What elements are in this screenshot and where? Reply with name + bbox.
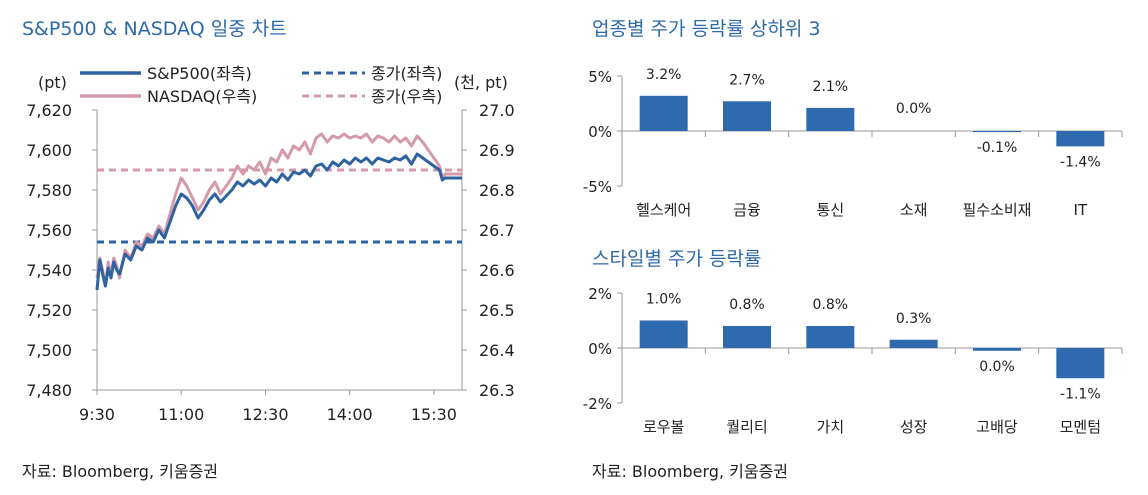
right-tick-label: 26.5 — [479, 301, 515, 320]
right-tick-label: 26.4 — [479, 341, 515, 360]
style-chart-title: 스타일별 주가 등락률 — [592, 248, 762, 270]
sector-tick-label: 0% — [588, 123, 612, 141]
left-tick-label: 7,500 — [26, 341, 72, 360]
style-bar-chart: 2% 0% -2% 1.0% 로우볼 0.8% 퀄리티 0.8% 가치 0.3% 성장 0.0% 고배당… — [583, 285, 1123, 436]
sector-category-label: 소재 — [900, 201, 928, 219]
style-tick-label: 0% — [588, 340, 612, 358]
sector-data-label: -1.4% — [1060, 154, 1101, 170]
sector-bar — [639, 95, 688, 131]
right-tick-label: 26.7 — [479, 221, 515, 240]
sector-category-label: IT — [1074, 201, 1088, 219]
left-tick-label: 7,600 — [26, 141, 72, 160]
style-category-label: 고배당 — [976, 418, 1018, 436]
style-data-label: 1.0% — [646, 292, 682, 308]
sector-category-label: 필수소비재 — [962, 201, 1031, 219]
style-bar — [973, 348, 1021, 351]
sector-bar — [806, 107, 855, 131]
style-bar — [806, 326, 855, 348]
sector-data-label: 2.1% — [813, 79, 849, 95]
right-tick-label: 27.0 — [479, 101, 515, 120]
left-tick-label: 7,540 — [26, 261, 72, 280]
style-data-label: 0.3% — [896, 311, 932, 327]
style-bar — [889, 339, 938, 348]
sector-data-label: 0.0% — [896, 101, 932, 117]
sector-bar — [723, 101, 771, 131]
sector-data-label: 2.7% — [729, 72, 765, 88]
legend-sp500-label: S&P500(좌측) — [147, 64, 252, 83]
x-tick-label: 15:30 — [411, 405, 457, 424]
sector-tick-label: -5% — [583, 178, 612, 196]
sector-category-label: 금융 — [733, 201, 761, 219]
nasdaq-series-line — [95, 132, 462, 288]
style-category-label: 모멘텀 — [1060, 418, 1101, 436]
intraday-line-chart: 7,620 7,600 7,580 7,560 7,540 7,520 7,500 7,480… — [26, 64, 514, 424]
style-data-label: -1.1% — [1060, 386, 1101, 402]
style-data-label: 0.0% — [979, 359, 1015, 375]
legend-close-right-label: 종가(우측) — [371, 87, 442, 106]
style-category-label: 로우볼 — [643, 418, 684, 436]
left-tick-label: 7,520 — [26, 301, 72, 320]
style-category-label: 성장 — [900, 418, 928, 436]
x-tick-label: 9:30 — [79, 405, 115, 424]
right-tick-label: 26.6 — [479, 261, 515, 280]
left-tick-label: 7,620 — [26, 101, 72, 120]
left-source-note: 자료: Bloomberg, 키움증권 — [22, 462, 219, 481]
style-data-label: 0.8% — [813, 297, 849, 313]
right-tick-label: 26.8 — [479, 181, 515, 200]
x-tick-label: 11:00 — [158, 405, 204, 424]
sector-bar-chart: 5% 0% -5% 3.2% 헬스케어 2.7% 금융 2.1% 통신 0.0% 소재 -0.1% 필수… — [583, 67, 1123, 219]
style-category-label: 퀄리티 — [726, 418, 767, 436]
style-bar — [1056, 348, 1105, 379]
left-axis-unit: (pt) — [38, 73, 67, 92]
style-data-label: 0.8% — [729, 297, 765, 313]
sector-category-label: 헬스케어 — [636, 201, 691, 219]
sp500-series-line — [95, 152, 462, 291]
sector-bar — [973, 131, 1021, 133]
style-bar — [639, 320, 688, 348]
sector-chart-title: 업종별 주가 등락률 상하위 3 — [592, 18, 821, 40]
line-chart-title: S&P500 & NASDAQ 일중 차트 — [22, 18, 287, 40]
style-bar — [723, 326, 771, 348]
left-tick-label: 7,480 — [26, 381, 72, 400]
right-axis-unit: (천, pt) — [454, 73, 508, 92]
legend-close-left-label: 종가(좌측) — [371, 64, 442, 83]
style-tick-label: -2% — [583, 395, 612, 413]
sector-data-label: -0.1% — [977, 140, 1018, 156]
sector-data-label: 3.2% — [646, 67, 682, 83]
left-tick-label: 7,580 — [26, 181, 72, 200]
right-tick-label: 26.3 — [479, 381, 515, 400]
legend-nasdaq-label: NASDAQ(우측) — [147, 87, 257, 106]
right-source-note: 자료: Bloomberg, 키움증권 — [592, 462, 789, 481]
x-tick-label: 14:00 — [327, 405, 373, 424]
sector-bar — [1056, 131, 1105, 147]
left-tick-label: 7,560 — [26, 221, 72, 240]
style-tick-label: 2% — [588, 285, 612, 303]
right-tick-label: 26.9 — [479, 141, 515, 160]
sector-tick-label: 5% — [588, 68, 612, 86]
style-category-label: 가치 — [817, 418, 845, 436]
x-tick-label: 12:30 — [242, 405, 288, 424]
sector-category-label: 통신 — [817, 201, 845, 219]
